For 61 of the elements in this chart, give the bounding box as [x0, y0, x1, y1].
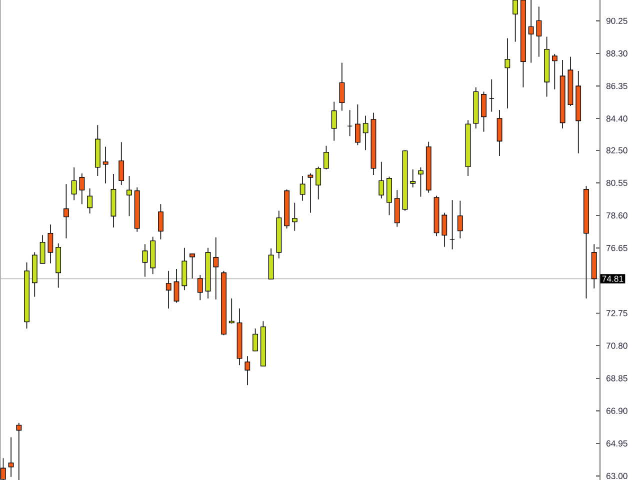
candlestick — [63, 184, 69, 239]
candlestick — [347, 110, 353, 137]
candlestick — [158, 204, 164, 240]
candlestick — [450, 200, 455, 250]
y-tick-label: 64.95 — [606, 440, 628, 446]
y-tick-label: 70.80 — [606, 342, 628, 349]
candlestick — [316, 166, 322, 200]
candlestick — [244, 356, 250, 386]
candlestick — [504, 38, 510, 109]
candlestick — [488, 78, 494, 112]
candlestick — [355, 104, 360, 146]
candlestick — [0, 458, 6, 480]
candlestick — [228, 298, 234, 324]
y-tick-label: 78.60 — [606, 212, 628, 219]
y-tick-label: 80.55 — [606, 180, 628, 186]
y-tick-label: 90.25 — [606, 18, 628, 24]
y-tick-label: 66.90 — [606, 408, 628, 414]
candlestick — [496, 110, 502, 156]
y-tick-label: 68.85 — [606, 375, 628, 382]
candlestick — [410, 168, 416, 188]
candlestick — [16, 422, 22, 480]
candlestick — [308, 172, 314, 214]
candlestick — [292, 202, 298, 232]
candlestick — [528, 0, 534, 64]
candlestick — [197, 274, 203, 301]
candlestick — [300, 176, 306, 202]
candlestick — [481, 91, 486, 132]
y-tick-label: 88.30 — [606, 50, 628, 57]
candlestick — [362, 115, 368, 151]
candlestick — [71, 166, 77, 200]
ref-line-label: 74.81 — [602, 276, 624, 282]
candlestick — [324, 145, 329, 170]
candlestick — [457, 200, 463, 239]
candlestick — [166, 270, 172, 309]
candlestick — [40, 234, 46, 264]
candlestick — [118, 142, 124, 186]
y-tick-label: 72.75 — [606, 310, 628, 316]
y-tick-label: 86.35 — [606, 82, 628, 90]
candlestick — [102, 146, 108, 184]
candlestick — [512, 0, 518, 42]
candlestick — [331, 101, 337, 142]
candlestick — [8, 436, 14, 478]
y-tick-label: 63.00 — [606, 472, 628, 480]
candlestick — [339, 62, 345, 112]
candlestick — [378, 161, 384, 199]
candlestick — [190, 253, 195, 279]
candlestick — [252, 328, 258, 352]
candlestick — [552, 54, 558, 90]
candlestick — [126, 176, 132, 217]
candlestick — [418, 166, 424, 198]
candlestick — [213, 236, 219, 300]
candlestick — [174, 268, 180, 304]
y-tick-label: 84.40 — [606, 116, 628, 122]
candlestick — [142, 244, 148, 278]
candlestick — [48, 224, 54, 264]
candlestick — [442, 212, 448, 248]
candlestick — [536, 6, 542, 58]
y-tick-label: 82.50 — [606, 147, 628, 154]
candlestick — [79, 172, 85, 204]
y-tick-label: 76.65 — [606, 244, 628, 252]
candlestick — [87, 188, 93, 214]
